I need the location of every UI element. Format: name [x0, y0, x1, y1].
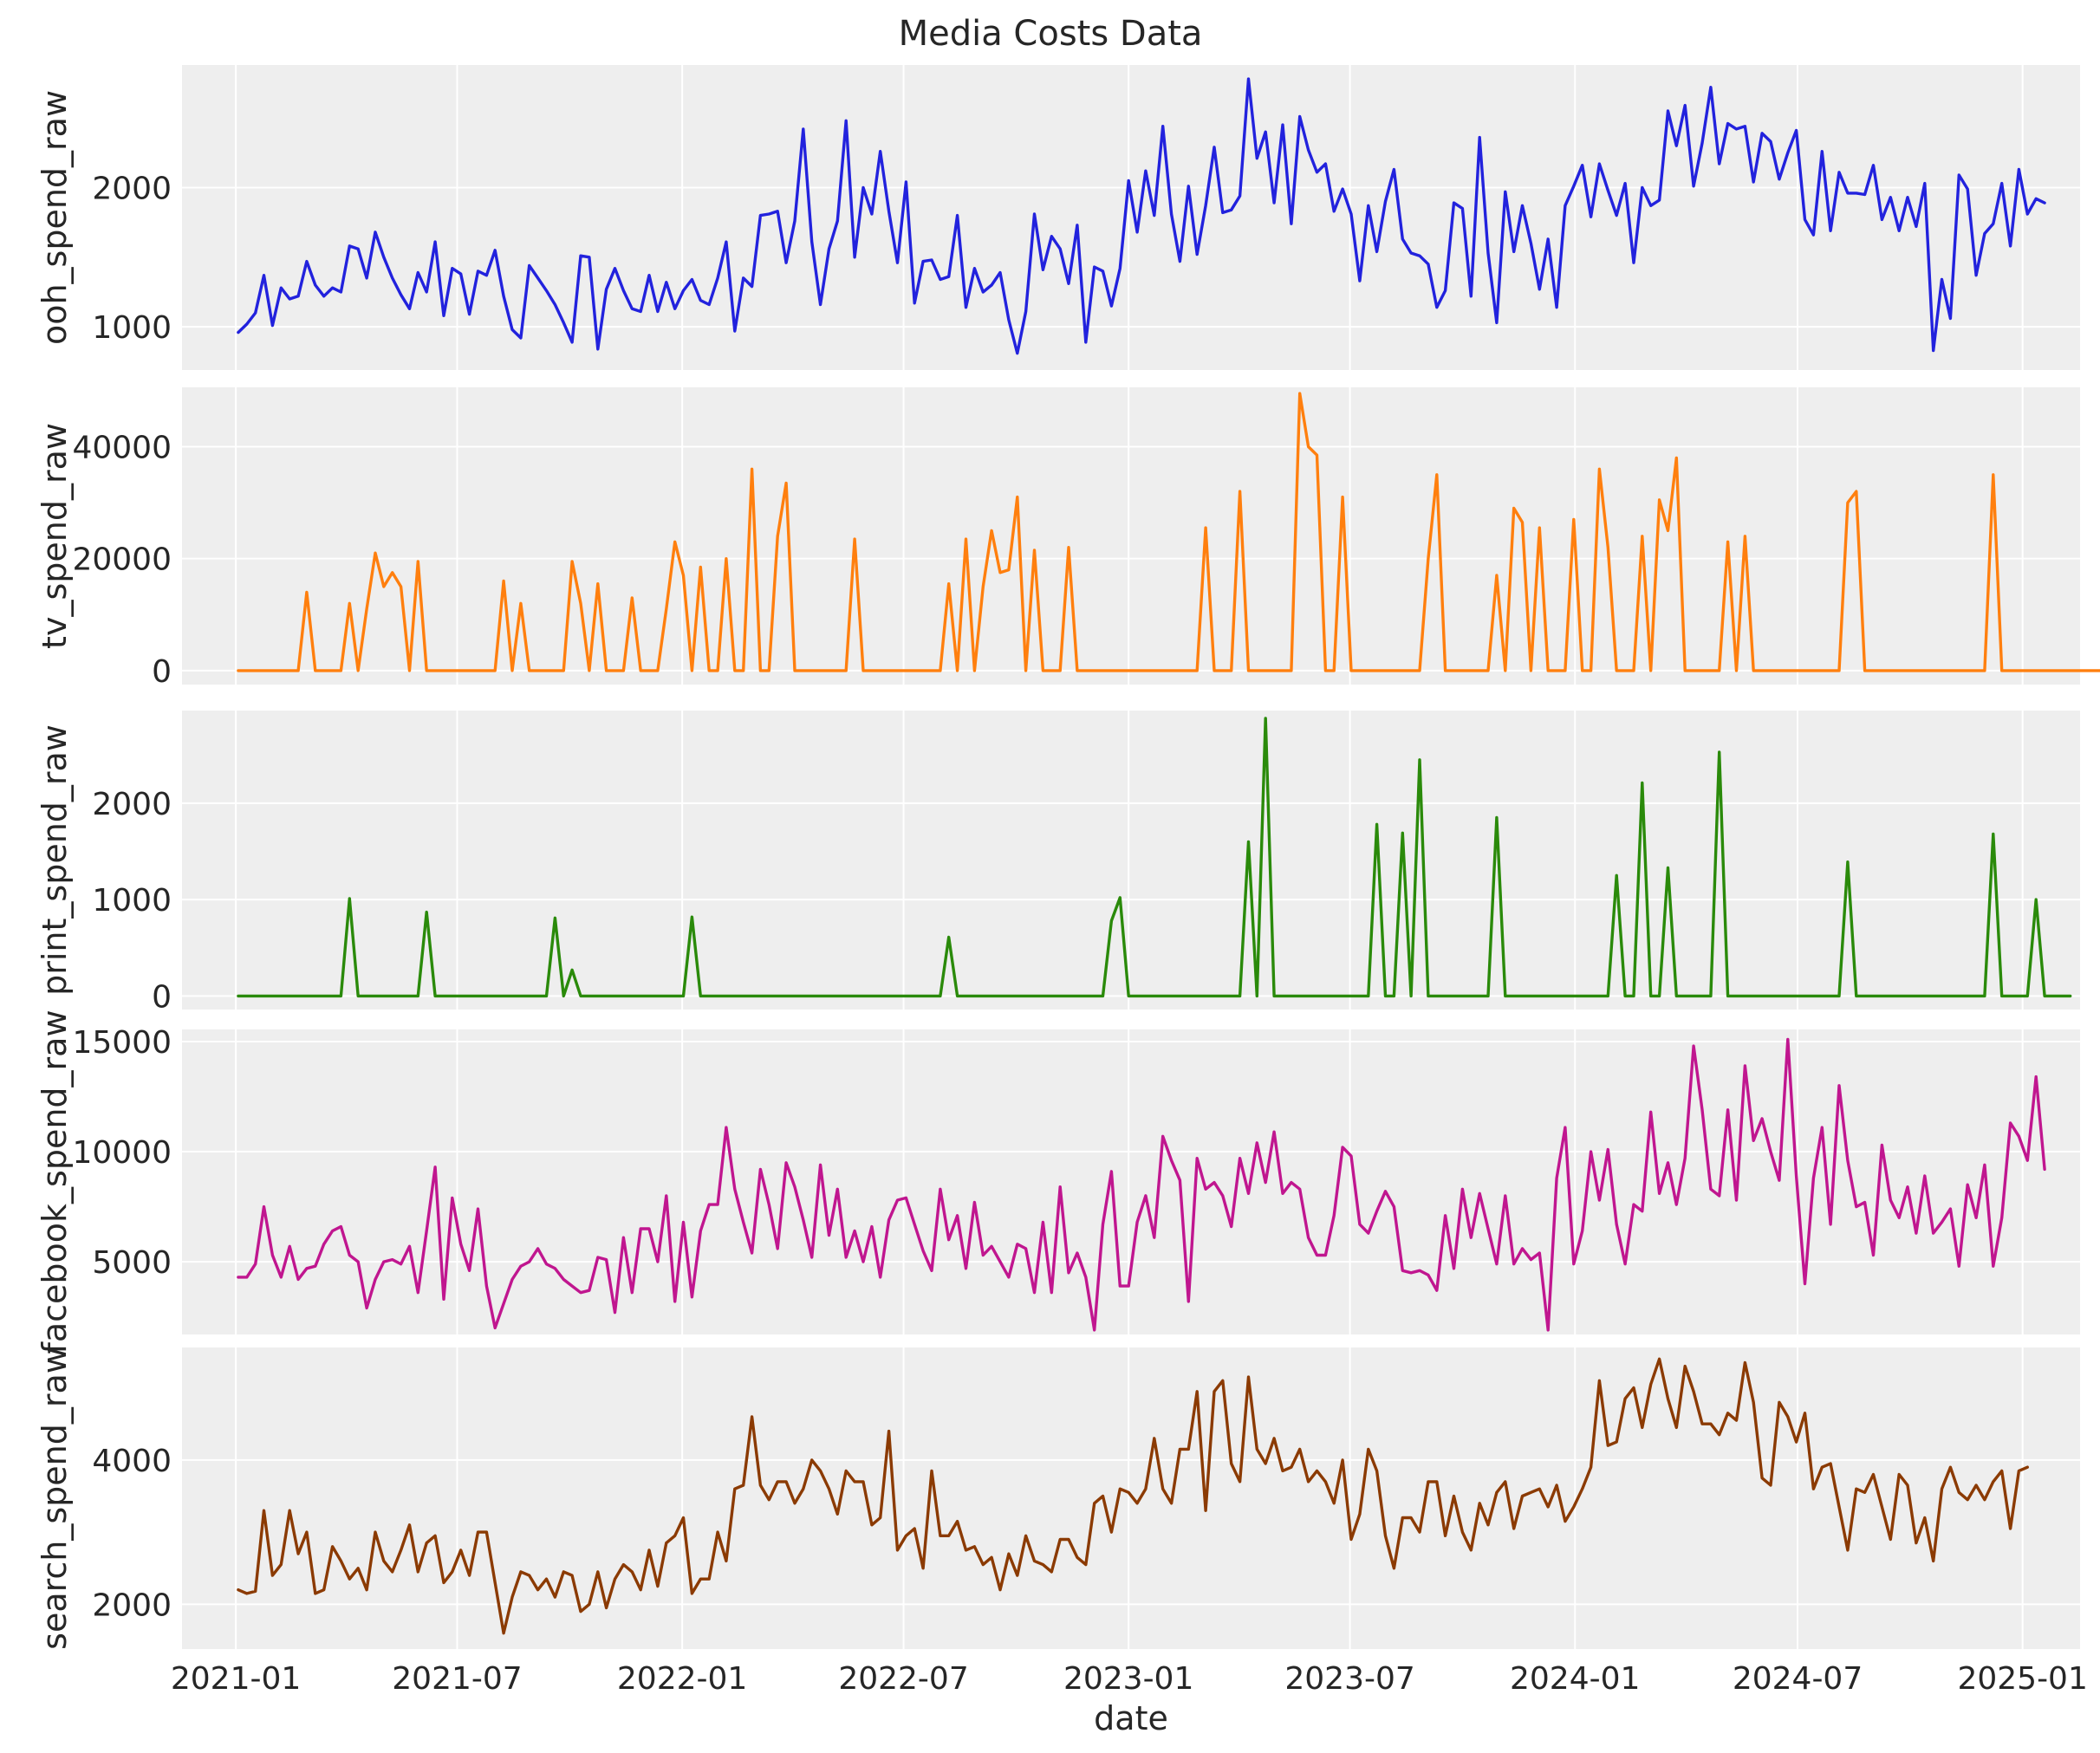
x-tick-label: 2023-01 — [1063, 1661, 1193, 1697]
y-tick-label: 2000 — [92, 1587, 172, 1623]
panel-search_spend_raw: 2000 4000 search_spend_raw — [36, 1347, 2080, 1650]
x-axis: 2021-01 2021-07 2022-01 2022-07 2023-01 2023-… — [171, 1661, 2088, 1697]
x-tick-label: 2025-01 — [1957, 1661, 2087, 1697]
panels: 10002000ooh_spend_raw02000040000tv_spend… — [36, 65, 2100, 1650]
y-tick-label: 0 — [152, 654, 172, 690]
x-tick-label: 2022-07 — [838, 1661, 968, 1697]
plot-area — [182, 711, 2080, 1010]
x-tick-label: 2021-07 — [392, 1661, 522, 1697]
y-tick-label: 20000 — [72, 542, 172, 578]
plot-area — [182, 65, 2080, 370]
x-axis-label: date — [1094, 1699, 1168, 1737]
series-line-search_spend_raw — [237, 1357, 2030, 1635]
x-tick-label: 2022-01 — [617, 1661, 747, 1697]
series-line-print_spend_raw — [237, 717, 2072, 998]
x-tick-label: 2021-01 — [171, 1661, 301, 1697]
plot-area — [182, 387, 2080, 685]
series-line-ooh_spend_raw — [237, 77, 2046, 355]
y-tick-label: 40000 — [72, 430, 172, 465]
y-tick-label: 5000 — [92, 1245, 172, 1281]
y-tick-label: 2000 — [92, 787, 172, 822]
y-tick-label: 4000 — [92, 1444, 172, 1479]
y-axis-label: tv_spend_raw — [36, 423, 74, 649]
plot-area — [182, 1029, 2080, 1334]
y-tick-label: 0 — [152, 979, 172, 1015]
panel-print_spend_raw: 0 1000 2000 print_spend_raw — [36, 711, 2080, 1015]
y-tick-label: 1000 — [92, 883, 172, 919]
panel-ooh_spend_raw: 1000 2000 ooh_spend_raw — [36, 65, 2080, 370]
y-axis-label: print_spend_raw — [36, 724, 74, 996]
series-line-tv_spend_raw — [237, 392, 2100, 672]
y-tick-label: 15000 — [72, 1025, 172, 1061]
x-tick-label: 2023-07 — [1284, 1661, 1414, 1697]
y-axis-label: ooh_spend_raw — [36, 90, 74, 345]
y-tick-label: 2000 — [92, 171, 172, 206]
y-axis-label: search_spend_raw — [36, 1347, 74, 1650]
series-line-facebook_spend_raw — [237, 1037, 2046, 1332]
chart-title: Media Costs Data — [899, 14, 1203, 54]
y-tick-label: 1000 — [92, 310, 172, 346]
y-axis-label: facebook_spend_raw — [36, 1010, 74, 1354]
x-tick-label: 2024-07 — [1733, 1661, 1863, 1697]
x-tick-label: 2024-01 — [1510, 1661, 1640, 1697]
y-tick-label: 10000 — [72, 1135, 172, 1171]
